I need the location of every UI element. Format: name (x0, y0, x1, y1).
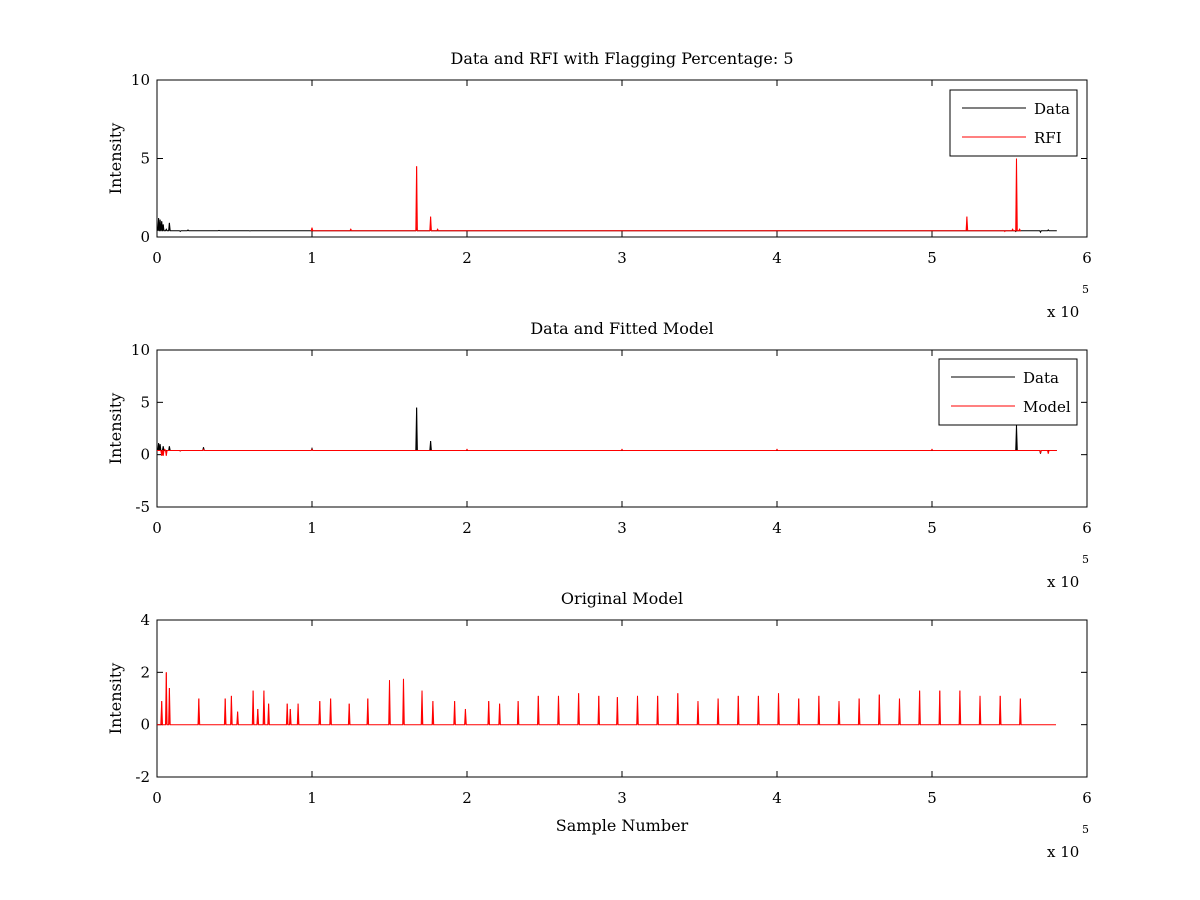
y-tick-label: 0 (140, 446, 150, 464)
y-tick-label: 10 (131, 341, 150, 359)
series-line-data (157, 218, 1057, 234)
y-tick-label: -2 (135, 768, 150, 786)
chart-title: Data and Fitted Model (530, 319, 713, 338)
y-axis-label: Intensity (106, 123, 125, 195)
x-exponent-base: x 10 (1047, 303, 1079, 321)
x-tick-label: 0 (152, 249, 162, 267)
y-tick-label: 2 (140, 663, 150, 681)
x-exponent-power: 5 (1082, 553, 1089, 566)
plot-area (157, 158, 1057, 234)
y-tick-label: 0 (140, 716, 150, 734)
legend-label-data: Data (1034, 100, 1070, 118)
chart-title: Original Model (561, 589, 683, 608)
plot-area (157, 407, 1057, 456)
series-line-model (157, 448, 1057, 456)
y-tick-label: 5 (140, 150, 150, 168)
x-tick-label: 1 (307, 249, 317, 267)
chart-title: Data and RFI with Flagging Percentage: 5 (450, 49, 793, 68)
y-tick-label: 10 (131, 71, 150, 89)
x-tick-label: 1 (307, 519, 317, 537)
legend-box (938, 358, 1078, 426)
x-tick-label: 4 (772, 249, 782, 267)
x-exponent-power: 5 (1082, 823, 1089, 836)
x-tick-label: 2 (462, 519, 472, 537)
plot-frame (156, 619, 1088, 778)
y-axis-label: Intensity (106, 393, 125, 465)
axes-3: Original Model Intensity Sample Number 0 1 2 3… (106, 589, 1092, 861)
y-tick-label: -5 (135, 498, 150, 516)
x-tick-label: 1 (307, 789, 317, 807)
axes-2: Data and Fitted Model Intensity 0 1 2 3 4 5 6 x 1… (106, 319, 1092, 591)
x-tick-label: 4 (772, 789, 782, 807)
x-exponent-base: x 10 (1047, 573, 1079, 591)
x-axis-label: Sample Number (556, 816, 689, 835)
y-tick-label: 0 (140, 228, 150, 246)
x-tick-label: 4 (772, 519, 782, 537)
x-tick-label: 0 (152, 789, 162, 807)
legend-box (949, 89, 1078, 157)
legend-label-data: Data (1023, 369, 1059, 387)
plot-area (157, 672, 1056, 726)
x-tick-label: 2 (462, 789, 472, 807)
x-tick-label: 2 (462, 249, 472, 267)
plot-frame (156, 79, 1088, 238)
legend: Data Model (938, 358, 1078, 426)
x-tick-label: 3 (617, 789, 627, 807)
x-tick-label: 6 (1082, 249, 1092, 267)
x-tick-label: 6 (1082, 789, 1092, 807)
x-tick-label: 3 (617, 249, 627, 267)
y-tick-label: 4 (140, 611, 150, 629)
axes-1: Data and RFI with Flagging Percentage: 5… (106, 49, 1092, 321)
legend-label-rfi: RFI (1034, 129, 1062, 147)
x-exponent-base: x 10 (1047, 843, 1079, 861)
x-tick-label: 5 (927, 249, 937, 267)
y-axis-label: Intensity (106, 663, 125, 735)
x-tick-label: 5 (927, 519, 937, 537)
x-tick-label: 0 (152, 519, 162, 537)
legend-label-model: Model (1023, 398, 1071, 416)
series-line-rfi (310, 158, 1022, 233)
y-tick-label: 5 (140, 393, 150, 411)
x-exponent-power: 5 (1082, 283, 1089, 296)
series-line-model (157, 672, 1056, 726)
x-tick-label: 5 (927, 789, 937, 807)
series-line-data (157, 407, 1057, 454)
legend: Data RFI (949, 89, 1078, 157)
x-tick-label: 3 (617, 519, 627, 537)
x-tick-label: 6 (1082, 519, 1092, 537)
